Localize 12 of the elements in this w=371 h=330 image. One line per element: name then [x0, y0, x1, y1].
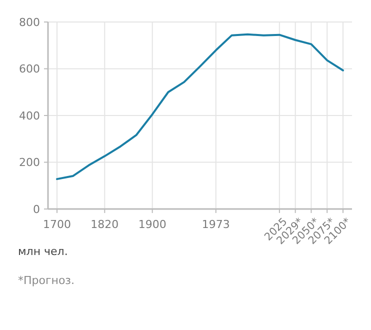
text: *Прогноз. — [18, 274, 75, 287]
x-tick-label: 1700 — [43, 218, 71, 231]
x-tick-label: 1900 — [138, 218, 166, 231]
y-tick-label: 0 — [33, 202, 40, 216]
y-tick-label: 600 — [19, 62, 40, 76]
x-tick-label: 1973 — [202, 218, 230, 231]
x-tick-label: 1820 — [90, 218, 119, 231]
y-tick-label: 400 — [19, 109, 40, 122]
y-tick-label: 200 — [19, 156, 40, 170]
line-series — [56, 33, 344, 180]
y-axis-title: млн чел. — [18, 245, 68, 258]
y-tick-label: 800 — [19, 16, 40, 29]
